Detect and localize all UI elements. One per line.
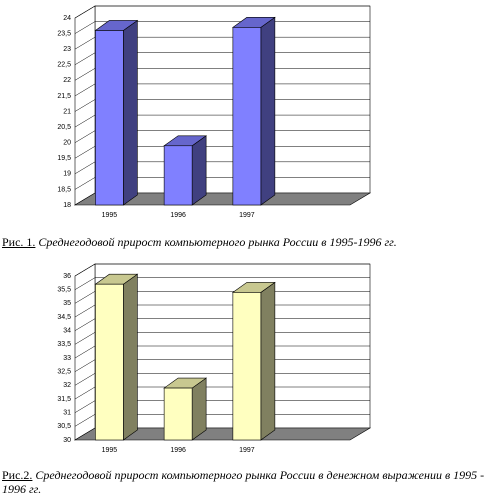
y-tick-label: 22,5	[57, 62, 71, 69]
bar-side	[260, 16, 276, 206]
grid-line	[74, 21, 370, 34]
y-tick-label: 30,5	[57, 423, 71, 430]
chart: 30 30,5 31 31,5 32 32,5 33 33,5 34 34,5 35 35,5 36 19…	[57, 263, 372, 454]
grid-line	[74, 161, 370, 175]
bar	[232, 27, 262, 206]
y-tick-label: 32,5	[57, 369, 71, 376]
y-tick-label: 30	[63, 437, 71, 444]
grid-line	[74, 359, 370, 372]
grid-line	[74, 332, 370, 345]
y-tick-label: 31,5	[57, 396, 71, 403]
bar	[163, 387, 193, 441]
grid-line	[74, 5, 370, 19]
grid-line	[74, 373, 370, 386]
bar	[95, 30, 124, 206]
grid-line	[74, 318, 370, 331]
figure-label: Рис. 1.	[2, 235, 36, 249]
bar-side	[260, 281, 276, 441]
y-tick-label: 21,5	[57, 93, 71, 100]
grid-line	[74, 400, 370, 413]
grid-line	[74, 130, 370, 143]
x-tick-label: 1995	[102, 447, 118, 454]
grid-line	[74, 114, 370, 128]
x-tick-label: 1996	[170, 212, 186, 219]
y-tick-label: 36	[63, 273, 71, 280]
figure-label: Рис.2.	[2, 468, 33, 482]
grid-line	[74, 291, 370, 304]
grid-line	[74, 177, 370, 190]
y-tick-label: 33	[63, 355, 71, 362]
caption: Рис. 1. Среднегодовой прирост компьютерн…	[2, 235, 485, 249]
x-tick-label: 1997	[239, 447, 255, 454]
grid-line	[74, 68, 370, 81]
x-tick-label: 1995	[102, 212, 118, 219]
grid-line	[74, 386, 370, 400]
bar	[232, 292, 262, 441]
y-tick-label: 23,5	[57, 30, 71, 37]
y-tick-label: 23	[63, 46, 71, 53]
bar-side	[123, 19, 138, 206]
grid-line	[74, 304, 370, 318]
y-tick-label: 33,5	[57, 341, 71, 348]
y-tick-label: 24	[63, 15, 71, 22]
bar-side	[191, 135, 207, 206]
y-tick-label: 34	[63, 328, 71, 335]
bar-side	[191, 377, 207, 441]
y-tick-label: 20,5	[57, 124, 71, 131]
x-tick-label: 1996	[170, 447, 186, 454]
bar	[95, 283, 124, 441]
y-tick-label: 35	[63, 300, 71, 307]
grid-line	[74, 83, 370, 97]
grid-line	[74, 263, 370, 277]
y-tick-label: 18	[63, 202, 71, 209]
y-tick-label: 35,5	[57, 287, 71, 294]
y-tick-label: 19,5	[57, 155, 71, 162]
y-tick-label: 18,5	[57, 186, 71, 193]
grid-line	[74, 146, 370, 159]
grid-line	[74, 36, 370, 50]
y-tick-label: 31	[63, 410, 71, 417]
caption-text: Среднегодовой прирост компьютерного рынк…	[2, 468, 485, 496]
grid-line	[74, 52, 370, 65]
caption: Рис.2. Среднегодовой прирост компьютерно…	[2, 468, 485, 496]
grid-line	[74, 99, 370, 112]
bar	[163, 145, 193, 206]
bar-side	[123, 273, 138, 441]
y-tick-label: 20	[63, 140, 71, 147]
grid-line	[74, 345, 370, 359]
grid-line	[74, 277, 370, 290]
y-tick-label: 19	[63, 171, 71, 178]
grid-line	[74, 414, 370, 427]
y-tick-label: 32	[63, 382, 71, 389]
y-tick-label: 34,5	[57, 314, 71, 321]
y-tick-label: 22	[63, 77, 71, 84]
y-tick-label: 21	[63, 108, 71, 115]
x-tick-label: 1997	[239, 212, 255, 219]
caption-text: Среднегодовой прирост компьютерного рынк…	[38, 235, 397, 249]
chart: 18 18,5 19 19,5 20 20,5 21 21,5 22 22,5 23 23,5 24 19…	[57, 5, 372, 219]
